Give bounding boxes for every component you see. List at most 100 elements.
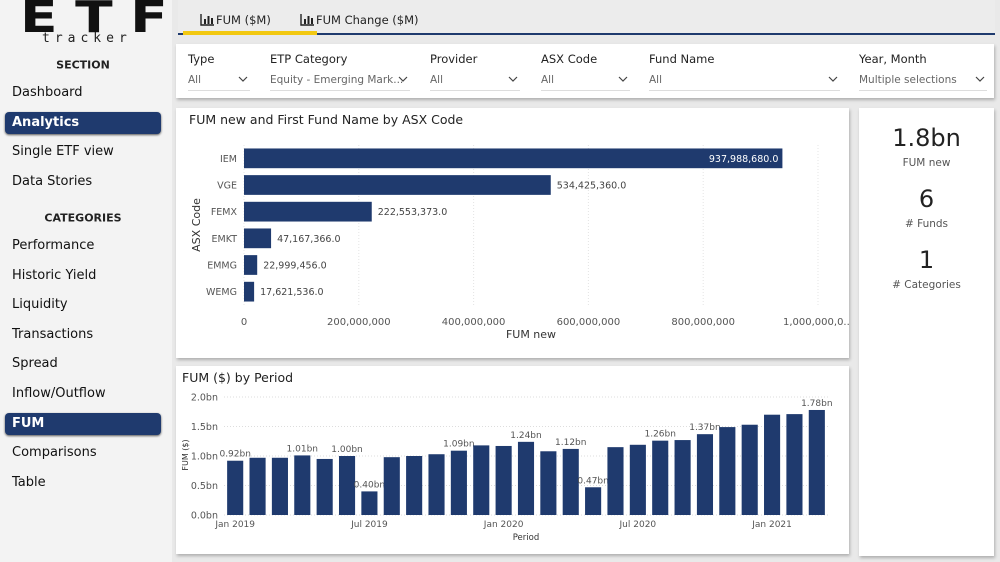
nav-item[interactable]: FUM [5,412,161,435]
kpi-value: 1.8bn [892,124,961,152]
tab[interactable]: FUM Change ($M) [298,0,420,33]
y-tick-label: EMKT [212,234,238,245]
bar [652,440,669,515]
nav-item[interactable]: Analytics [5,111,161,134]
filter-dropdown[interactable]: All [188,70,250,91]
nav-item[interactable]: Liquidity [12,297,68,313]
bar [244,201,372,222]
bar [495,445,512,515]
y-tick-label: 0.0bn [191,511,218,522]
y-tick-label: EMMG [207,261,237,272]
x-tick-label: 800,000,000 [671,317,735,328]
filter-value[interactable]: All [649,74,663,86]
logo-tagline: tracker [42,31,132,46]
bar [764,414,781,515]
y-tick-label: FEMX [211,207,238,218]
filter-value[interactable]: Multiple selections [859,74,957,86]
filter-dropdown[interactable]: All [541,70,630,91]
chevron [398,76,408,82]
nav-item[interactable]: Spread [12,356,58,372]
kpi-label: # Funds [904,218,949,230]
nav-item[interactable]: Data Stories [12,173,93,189]
data-label: 0.40bn [354,480,385,490]
data-label: 0.92bn [219,450,250,460]
nav-item[interactable]: Transactions [12,326,94,342]
filter-value[interactable]: All [188,74,202,86]
x-tick-label: 400,000,000 [442,317,506,328]
tab[interactable]: FUM ($M) [183,0,317,35]
filter-dropdown[interactable]: Multiple selections [859,70,987,91]
bar [294,455,311,515]
bar [585,487,602,515]
chart-title: FUM ($) by Period [182,370,293,385]
filter-label: Type [188,52,215,66]
bar [540,451,557,515]
bar [696,434,714,515]
data-label: 47,167,366.0 [277,234,340,245]
data-label: 1.00bn [331,445,362,455]
kpi-label: FUM new [902,157,951,169]
bar [383,457,400,515]
nav-item[interactable]: Table [12,474,46,490]
filter-label: ASX Code [541,52,598,66]
y-axis-label: ASX Code [190,198,203,252]
x-axis-label: FUM new [506,328,556,341]
bar [450,450,467,515]
bar [244,148,783,169]
chart: FUM ($) by Period 0.0bn 0.5bn 1.0bn 1.5bn 2.0… [181,370,833,543]
bar [227,460,244,515]
filter-label: ETP Category [270,52,348,66]
nav-item[interactable]: Inflow/Outflow [12,386,106,401]
filter-value[interactable]: All [541,74,555,86]
bar [629,444,646,515]
y-tick-label: VGE [217,181,237,192]
data-label: 222,553,373.0 [378,207,448,218]
data-label: 1.12bn [555,438,586,448]
tab-label[interactable]: FUM Change ($M) [316,13,419,27]
filter-dropdown[interactable]: All [649,70,840,91]
kpi-label: # Categories [892,279,961,291]
filter-dropdown[interactable]: All [430,70,520,91]
bar [741,424,758,515]
bar [244,281,255,302]
chevron [975,76,985,82]
filter-value[interactable]: Equity - Emerging Mark... [270,74,404,86]
section-heading: CATEGORIES [44,211,122,225]
chevron [238,76,248,82]
bar [244,255,258,275]
bar [473,445,490,515]
filter-label: Year, Month [859,52,927,66]
chevron [828,76,838,82]
bar [406,456,423,515]
data-label: 1.78bn [801,399,832,409]
kpi-value: 6 [918,185,935,213]
chevron [618,76,628,82]
chevron [508,76,518,82]
logo-mark: ETF [20,0,186,43]
x-tick-label: 200,000,000 [327,317,391,328]
bar [517,441,535,515]
nav-item[interactable]: Performance [12,238,95,253]
filter-value[interactable]: All [430,74,444,86]
data-label: 0.47bn [577,476,608,486]
data-label: 937,988,680.0 [709,154,779,165]
tab-label[interactable]: FUM ($M) [216,13,271,27]
tab-icon [200,14,214,26]
tab-icon [300,14,314,26]
nav-item[interactable]: Single ETF view [12,144,114,160]
data-label: 1.01bn [287,444,318,454]
bar [428,454,445,515]
sidebar: ETF tracker SECTION Dashboard Analytics Sin… [0,0,172,562]
filter-dropdown[interactable]: Equity - Emerging Mark... [270,70,410,91]
chart-panel: FUM ($) by Period 0.0bn 0.5bn 1.0bn 1.5bn 2.0… [176,366,849,554]
x-tick-label: Jan 2020 [483,520,524,530]
chart-title: FUM new and First Fund Name by ASX Code [189,112,463,127]
nav-item[interactable]: Comparisons [12,445,97,461]
bar [244,175,551,195]
x-tick-label: Jan 2019 [214,520,255,530]
data-label: 1.24bn [510,431,541,441]
chart-panel: FUM new and First Fund Name by ASX Code 0… [176,108,853,358]
nav-item[interactable]: Dashboard [12,85,83,100]
nav-item[interactable]: Historic Yield [12,267,97,283]
